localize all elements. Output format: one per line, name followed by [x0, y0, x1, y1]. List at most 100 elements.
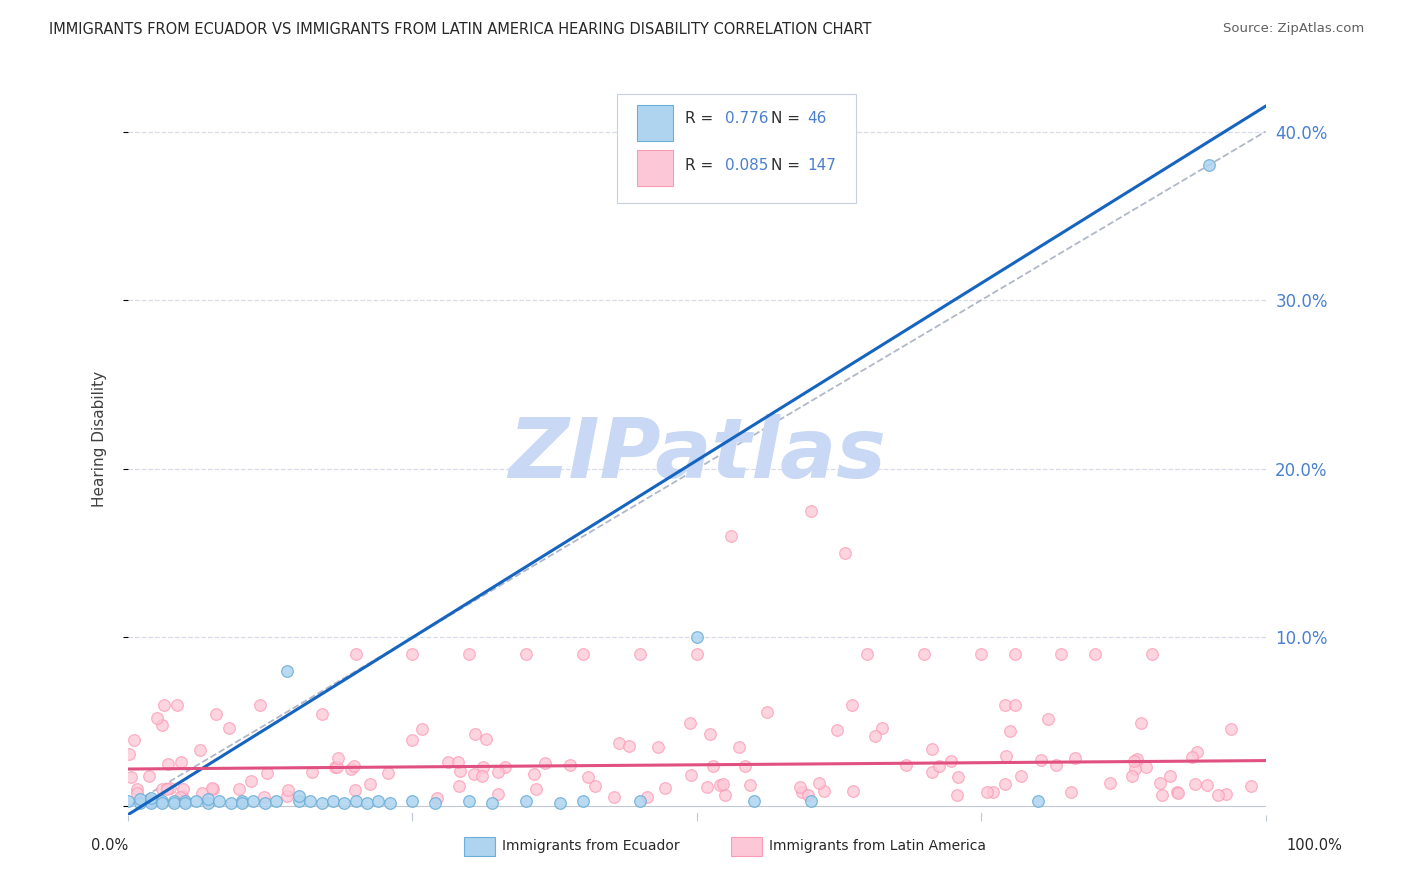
Point [458, 794, 481, 808]
Point [711, 777, 734, 791]
Point [572, 648, 595, 662]
FancyBboxPatch shape [637, 151, 673, 186]
Point [150, 718, 173, 732]
Point [449, 764, 471, 778]
Point [157, 756, 180, 771]
Point [825, 723, 848, 738]
Point [471, 760, 494, 774]
Y-axis label: Hearing Disability: Hearing Disability [93, 371, 107, 508]
Point [994, 698, 1017, 712]
Point [197, 796, 219, 810]
Point [256, 766, 278, 780]
Point [714, 788, 737, 802]
Text: N =: N = [770, 112, 804, 127]
Point [242, 794, 264, 808]
Text: 46: 46 [807, 112, 827, 127]
FancyBboxPatch shape [637, 105, 673, 141]
Point [377, 766, 399, 780]
Point [790, 785, 813, 799]
Point [277, 783, 299, 797]
Point [1004, 648, 1026, 662]
Point [367, 794, 389, 808]
Point [727, 740, 749, 755]
Point [1159, 769, 1181, 783]
Point [494, 760, 516, 774]
Point [1123, 754, 1146, 768]
Point [401, 794, 423, 808]
Point [186, 794, 208, 808]
Point [742, 794, 765, 808]
Point [253, 789, 276, 804]
Point [138, 770, 160, 784]
Point [343, 759, 366, 773]
Point [636, 790, 658, 805]
Point [163, 794, 186, 808]
Point [163, 796, 186, 810]
Point [344, 648, 367, 662]
Point [681, 768, 703, 782]
Point [486, 764, 509, 779]
Point [128, 796, 150, 810]
Point [150, 782, 173, 797]
Point [449, 779, 471, 793]
Point [231, 794, 253, 808]
Point [323, 760, 346, 774]
Point [287, 794, 309, 808]
Point [340, 763, 363, 777]
Point [463, 767, 485, 781]
Point [128, 792, 150, 806]
Point [125, 786, 148, 800]
Point [1036, 712, 1059, 726]
Point [995, 749, 1018, 764]
Point [344, 783, 367, 797]
Point [139, 796, 162, 810]
Point [156, 782, 179, 797]
Point [1026, 794, 1049, 808]
Point [1167, 786, 1189, 800]
Point [755, 705, 778, 719]
Point [1029, 753, 1052, 767]
Text: Immigrants from Latin America: Immigrants from Latin America [769, 838, 986, 853]
Point [125, 782, 148, 797]
Point [287, 789, 309, 803]
Point [1215, 787, 1237, 801]
Point [560, 757, 582, 772]
Point [738, 778, 761, 792]
Point [679, 715, 702, 730]
Point [534, 756, 557, 771]
Point [1149, 776, 1171, 790]
Point [208, 794, 231, 808]
Point [939, 755, 962, 769]
Point [1004, 698, 1026, 712]
Point [912, 648, 935, 662]
Point [1140, 648, 1163, 662]
Point [328, 751, 350, 765]
Point [800, 794, 823, 808]
Point [1152, 788, 1174, 802]
Point [856, 648, 879, 662]
Point [299, 794, 322, 808]
Point [515, 648, 537, 662]
Point [583, 779, 606, 793]
Point [921, 742, 943, 756]
Point [1121, 768, 1143, 782]
Point [921, 765, 943, 780]
Point [172, 782, 194, 797]
Text: 0.0%: 0.0% [91, 838, 128, 853]
Point [1130, 716, 1153, 731]
Point [609, 736, 631, 750]
Point [1098, 775, 1121, 789]
Point [976, 785, 998, 799]
Point [523, 766, 546, 780]
Point [159, 780, 181, 795]
Point [146, 711, 169, 725]
Point [970, 648, 993, 662]
Point [841, 698, 863, 712]
Point [117, 794, 139, 808]
Point [150, 794, 173, 808]
Point [800, 504, 823, 518]
Point [834, 546, 856, 560]
Point [170, 755, 193, 769]
Point [401, 648, 423, 662]
Text: R =: R = [686, 112, 718, 127]
